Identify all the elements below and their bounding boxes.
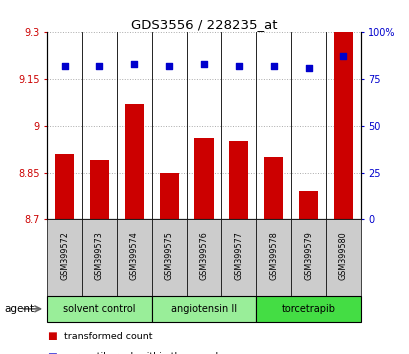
Title: GDS3556 / 228235_at: GDS3556 / 228235_at xyxy=(130,18,276,31)
Bar xyxy=(55,154,74,219)
Text: GSM399572: GSM399572 xyxy=(60,231,69,280)
Text: GSM399574: GSM399574 xyxy=(130,232,138,280)
Text: GSM399579: GSM399579 xyxy=(303,231,312,280)
Point xyxy=(235,63,242,68)
Bar xyxy=(229,141,248,219)
Text: solvent control: solvent control xyxy=(63,304,135,314)
Point xyxy=(200,61,207,67)
Bar xyxy=(159,172,178,219)
Bar xyxy=(263,157,283,219)
Text: ■: ■ xyxy=(47,331,57,341)
Bar xyxy=(333,32,352,219)
Text: GSM399577: GSM399577 xyxy=(234,231,243,280)
Bar xyxy=(298,191,317,219)
Text: GSM399573: GSM399573 xyxy=(95,232,103,280)
Point xyxy=(131,61,137,67)
Bar xyxy=(124,104,144,219)
Text: ■: ■ xyxy=(47,352,57,354)
Text: GSM399580: GSM399580 xyxy=(338,232,347,280)
Point xyxy=(305,65,311,70)
Point xyxy=(96,63,103,68)
Point xyxy=(270,63,276,68)
Point xyxy=(339,53,346,59)
Text: agent: agent xyxy=(4,304,34,314)
Point xyxy=(61,63,68,68)
Text: torcetrapib: torcetrapib xyxy=(281,304,335,314)
Bar xyxy=(194,138,213,219)
Text: percentile rank within the sample: percentile rank within the sample xyxy=(63,352,223,354)
Text: transformed count: transformed count xyxy=(63,332,152,341)
Point xyxy=(166,63,172,68)
Text: GSM399578: GSM399578 xyxy=(269,232,277,280)
Text: angiotensin II: angiotensin II xyxy=(171,304,236,314)
Bar xyxy=(90,160,109,219)
Text: GSM399576: GSM399576 xyxy=(199,232,208,280)
Text: GSM399575: GSM399575 xyxy=(164,231,173,280)
